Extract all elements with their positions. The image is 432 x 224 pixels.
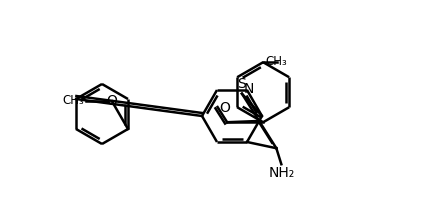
Text: O: O (219, 101, 230, 115)
Text: N: N (244, 82, 254, 96)
Text: CH₃: CH₃ (63, 94, 84, 107)
Text: CH₃: CH₃ (265, 55, 287, 68)
Text: NH₂: NH₂ (268, 166, 295, 180)
Text: S: S (238, 77, 246, 91)
Text: O: O (107, 94, 118, 108)
